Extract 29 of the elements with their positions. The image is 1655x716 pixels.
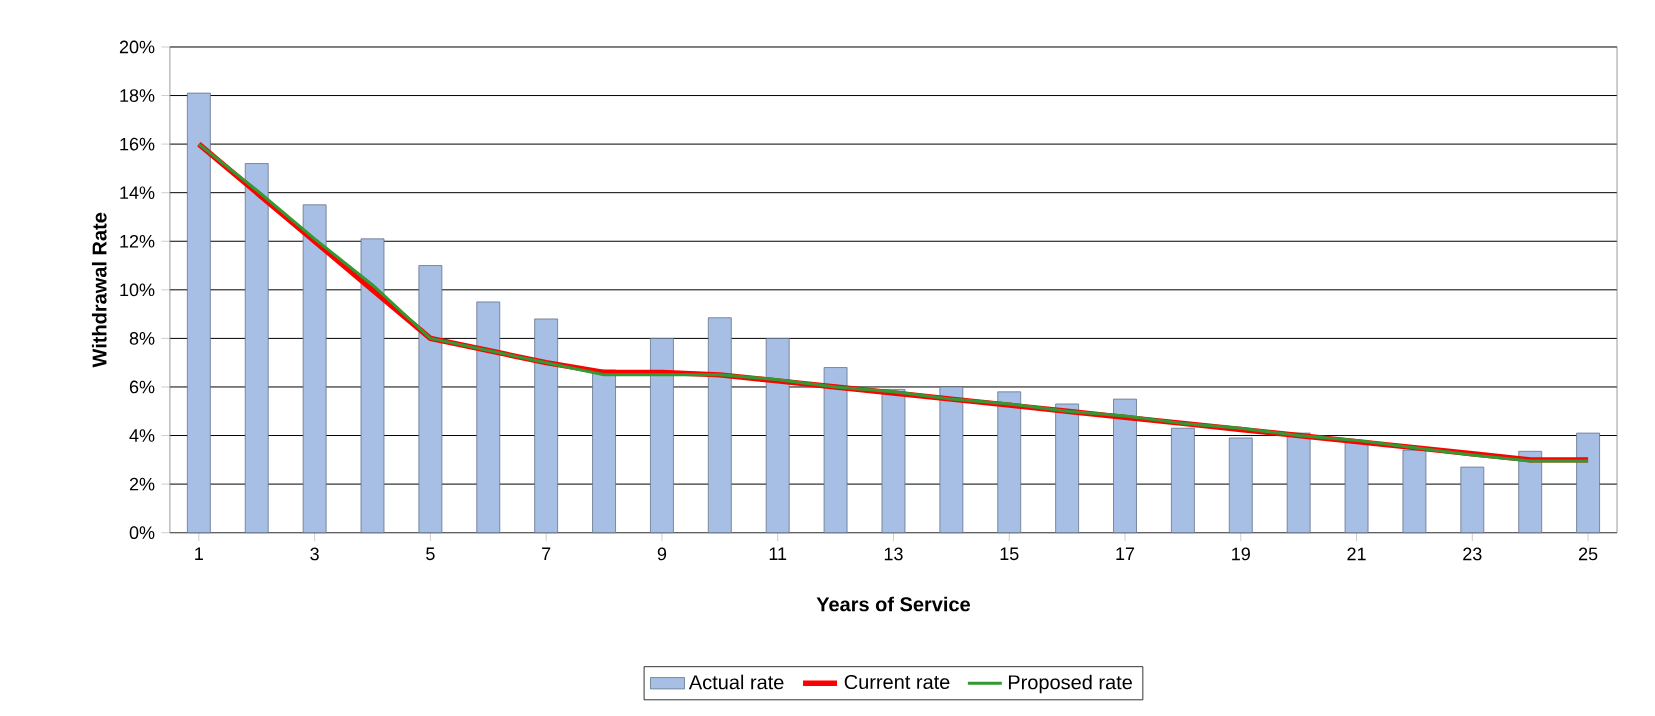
y-tick-label: 14% [120,186,155,200]
legend-label: Actual rate [688,674,784,690]
y-tick-label: 6% [129,380,155,394]
y-tick-label: 20% [119,40,155,54]
x-tick-label: 3 [310,547,319,561]
y-tick-label: 12% [120,235,155,248]
x-tick-label: 7 [542,547,551,561]
x-tick-label: 5 [426,547,435,561]
x-tick-label: 11 [769,547,787,561]
x-tick-label: 17 [1116,547,1135,561]
y-tick-label: 2% [129,478,155,491]
y-axis-title: Withdrawal Rate [91,213,107,368]
x-tick-label: 21 [1347,547,1366,561]
x-tick-label: 19 [1232,547,1250,561]
y-tick-label: 4% [129,429,155,443]
legend-label: Current rate [844,675,950,690]
y-tick-label: 0% [129,526,155,540]
x-tick-label: 9 [657,547,667,561]
x-tick-label: 13 [884,547,903,561]
x-tick-label: 15 [1000,547,1019,561]
y-tick-label: 16% [120,137,155,151]
y-tick-label: 8% [129,332,155,345]
x-axis-title: Years of Service [816,596,970,612]
y-tick-label: 18% [120,89,155,103]
y-tick-label: 10% [120,283,155,297]
x-tick-label: 25 [1578,547,1598,561]
x-tick-label: 1 [195,547,203,561]
legend-label: Proposed rate [1008,674,1132,694]
x-tick-label: 23 [1463,547,1482,561]
